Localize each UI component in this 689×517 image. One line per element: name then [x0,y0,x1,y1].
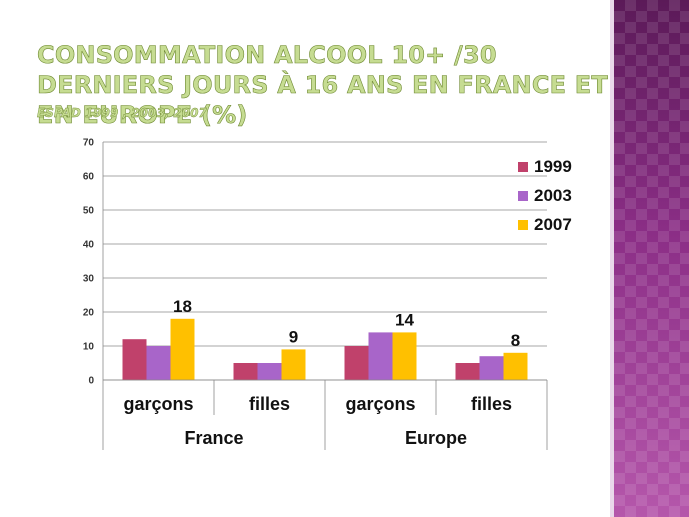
legend-label: 1999 [534,157,572,176]
y-axis-ticks: 0 10 20 30 40 50 60 70 [83,138,95,387]
group-label: Europe [405,428,467,448]
category-axis: garçons filles garçons filles France Europe [102,142,548,450]
bar [368,332,393,380]
bar [170,318,195,380]
category-label: garçons [123,394,193,414]
bar [122,339,147,380]
y-tick-label: 10 [83,342,95,353]
y-tick-label: 0 [88,376,94,387]
y-tick-label: 30 [83,274,95,285]
bar [392,332,417,380]
bar [479,356,504,380]
data-label: 18 [173,297,192,316]
group-label: France [184,428,243,448]
data-labels: 18 9 14 8 [173,297,520,350]
category-label: filles [471,394,512,414]
decorative-side-band [614,0,689,517]
y-tick-label: 50 [83,206,95,217]
data-label: 9 [289,327,298,346]
bar [281,349,306,380]
y-tick-label: 40 [83,240,95,251]
legend-swatch [518,162,528,172]
bar [233,363,258,380]
side-band-edge [610,0,614,517]
bar [344,346,369,380]
y-tick-label: 70 [83,138,95,149]
bar [455,363,480,380]
bar [146,346,171,380]
gridlines [103,141,547,381]
slide-title: CONSOMMATION ALCOOL 10+ /30 DERNIERS JOU… [37,41,608,130]
bar [503,352,528,380]
legend-swatch [518,220,528,230]
bars [122,318,528,380]
legend-swatch [518,191,528,201]
y-tick-label: 60 [83,172,95,183]
category-label: filles [249,394,290,414]
data-label: 8 [511,331,520,350]
legend-label: 2003 [534,186,572,205]
category-label: garçons [345,394,415,414]
bar [257,363,282,380]
y-tick-label: 20 [83,308,95,319]
legend: 1999 2003 2007 [518,157,572,234]
data-label: 14 [395,310,414,329]
legend-label: 2007 [534,215,572,234]
slide-subtitle: ESPAD 1999 , 2003, 2007 [37,106,207,120]
